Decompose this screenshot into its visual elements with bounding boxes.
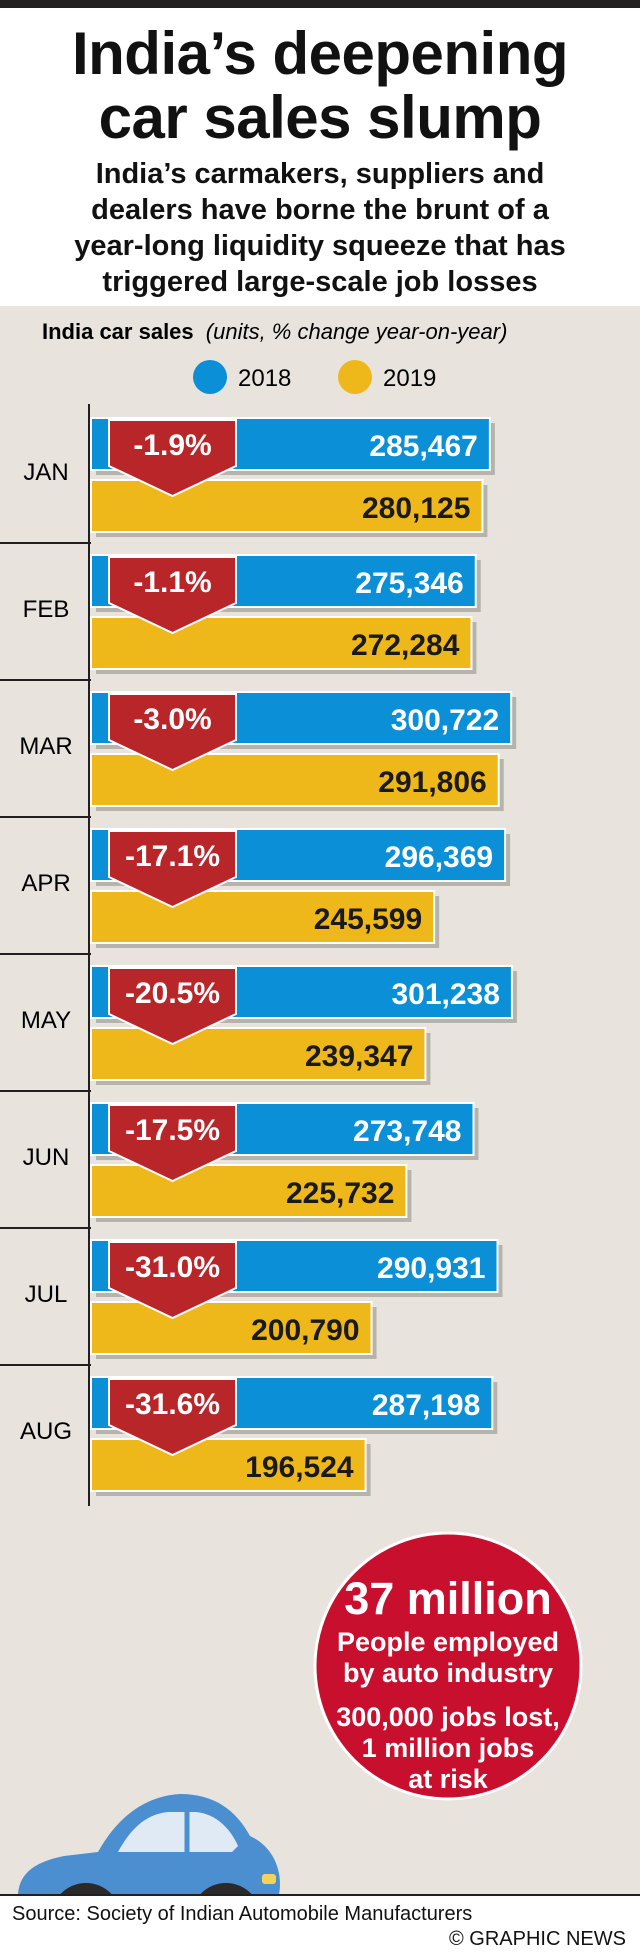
bar-value-label: 239,347 bbox=[305, 1040, 413, 1073]
change-badge bbox=[108, 830, 237, 909]
callout-line: by auto industry bbox=[343, 1658, 553, 1688]
employment-callout: 37 million People employed by auto indus… bbox=[313, 1531, 583, 1801]
change-label: -31.0% bbox=[125, 1251, 220, 1284]
legend-swatch-2018 bbox=[193, 360, 227, 394]
bar-value-label: 291,806 bbox=[378, 766, 486, 799]
page-subtitle: India’s carmakers, suppliers and dealers… bbox=[0, 156, 640, 300]
month-label: JUL bbox=[25, 1281, 68, 1308]
callout-line: at risk bbox=[408, 1764, 489, 1794]
source-note: Source: Society of Indian Automobile Man… bbox=[12, 1903, 473, 1925]
car-window bbox=[118, 1812, 238, 1852]
callout-headline: 37 million bbox=[344, 1573, 552, 1624]
legend-swatch-2019 bbox=[338, 360, 372, 394]
callout-line: People employed bbox=[337, 1627, 559, 1657]
legend-label-2018: 2018 bbox=[238, 365, 291, 392]
change-badge bbox=[108, 1104, 237, 1183]
change-badge bbox=[108, 1241, 237, 1320]
car-wheel-rear bbox=[60, 1883, 112, 1894]
bar-value-label: 200,790 bbox=[251, 1314, 359, 1347]
bar-value-label: 273,748 bbox=[353, 1115, 461, 1148]
callout-circle bbox=[313, 1531, 583, 1801]
change-label: -3.0% bbox=[133, 703, 211, 736]
subtitle-line: dealers have borne the brunt of a bbox=[91, 194, 549, 226]
month-label: AUG bbox=[20, 1418, 72, 1445]
title-line: India’s deepening bbox=[71, 20, 569, 87]
month-label: MAR bbox=[19, 733, 72, 760]
change-badge bbox=[108, 693, 237, 772]
bar-2019 bbox=[90, 1301, 373, 1355]
month-label: JUN bbox=[23, 1144, 70, 1171]
bar-value-label: 245,599 bbox=[314, 903, 422, 936]
change-label: -1.1% bbox=[133, 566, 211, 599]
month-label: FEB bbox=[23, 596, 70, 623]
axis-label-text: India car sales bbox=[42, 319, 194, 344]
chart-axis-label: India car sales (units, % change year-on… bbox=[42, 319, 507, 344]
bar-value-label: 296,369 bbox=[385, 841, 493, 874]
bar-value-label: 275,346 bbox=[355, 567, 463, 600]
change-badge bbox=[108, 419, 237, 498]
bar-2019 bbox=[90, 1164, 408, 1218]
change-badge bbox=[108, 556, 237, 635]
bar-value-label: 225,732 bbox=[286, 1177, 394, 1210]
car-headlight bbox=[262, 1874, 276, 1884]
callout-line: 300,000 jobs lost, bbox=[336, 1702, 560, 1732]
chart-bars: JAN 285,467 280,125 -1.9% FEB 275,346 272,284 -… bbox=[0, 404, 517, 1506]
credit-line: © GRAPHIC NEWS bbox=[449, 1928, 626, 1950]
bar-2019 bbox=[90, 890, 436, 944]
bar-2019 bbox=[90, 1438, 367, 1492]
bar-2019 bbox=[90, 1027, 427, 1081]
page-title: India’s deepening car sales slump bbox=[0, 22, 640, 150]
car-wheel-front bbox=[200, 1883, 252, 1894]
change-label: -17.5% bbox=[125, 1114, 220, 1147]
chart-legend: 2018 2019 bbox=[193, 360, 436, 394]
change-label: -20.5% bbox=[125, 977, 220, 1010]
month-label: MAY bbox=[21, 1007, 71, 1034]
car-icon bbox=[18, 1794, 280, 1894]
change-label: -31.6% bbox=[125, 1388, 220, 1421]
subtitle-line: India’s carmakers, suppliers and bbox=[95, 158, 545, 190]
bar-value-label: 287,198 bbox=[372, 1389, 480, 1422]
change-badge bbox=[108, 1378, 237, 1457]
title-line: car sales slump bbox=[98, 84, 542, 151]
bar-value-label: 280,125 bbox=[362, 492, 470, 525]
callout-line: 1 million jobs bbox=[362, 1733, 535, 1763]
bar-value-label: 272,284 bbox=[351, 629, 460, 662]
bar-value-label: 285,467 bbox=[369, 430, 477, 463]
change-badge bbox=[108, 967, 237, 1046]
bar-value-label: 196,524 bbox=[245, 1451, 354, 1484]
bar-value-label: 300,722 bbox=[391, 704, 499, 737]
chart-panel: India car sales (units, % change year-on… bbox=[0, 306, 640, 1894]
change-label: -1.9% bbox=[133, 429, 211, 462]
month-label: APR bbox=[21, 870, 70, 897]
bar-value-label: 301,238 bbox=[391, 978, 499, 1011]
legend-label-2019: 2019 bbox=[383, 365, 436, 392]
top-rule bbox=[0, 0, 640, 8]
car-sales-chart: India car sales (units, % change year-on… bbox=[0, 319, 583, 1894]
subtitle-line: year-long liquidity squeeze that has bbox=[74, 230, 566, 262]
subtitle-line: triggered large-scale job losses bbox=[102, 266, 538, 298]
change-label: -17.1% bbox=[125, 840, 220, 873]
axis-label-unit: (units, % change year-on-year) bbox=[206, 319, 508, 344]
bar-2019 bbox=[90, 616, 473, 670]
bar-value-label: 290,931 bbox=[377, 1252, 485, 1285]
footer: Source: Society of Indian Automobile Man… bbox=[0, 1894, 640, 1954]
month-label: JAN bbox=[23, 459, 68, 486]
